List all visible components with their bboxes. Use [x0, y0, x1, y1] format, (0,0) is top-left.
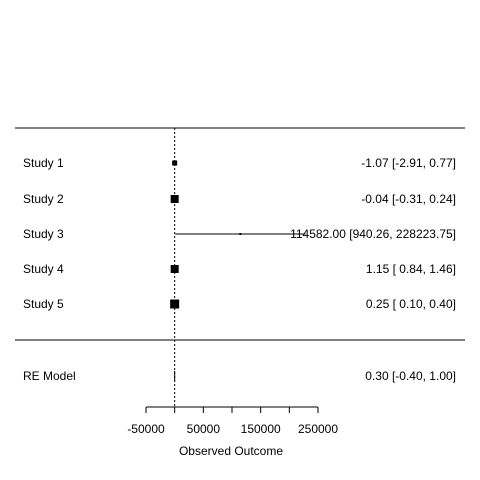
study-row: Study 4 1.15 [ 0.84, 1.46] — [23, 262, 456, 276]
study-row: Study 2 -0.04 [-0.31, 0.24] — [23, 192, 456, 206]
study-row: Study 5 0.25 [ 0.10, 0.40] — [23, 297, 456, 311]
estimate-ci-text: 0.25 [ 0.10, 0.40] — [366, 297, 456, 311]
x-tick-label: 250000 — [298, 422, 338, 436]
study-row: Study 3 114582.00 [940.26, 228223.75] — [23, 227, 456, 241]
study-label: Study 1 — [23, 156, 64, 170]
x-axis: -50000 50000 150000 250000 — [127, 406, 338, 436]
x-tick-label: 50000 — [187, 422, 221, 436]
study-row: Study 1 -1.07 [-2.91, 0.77] — [23, 156, 456, 170]
estimate-ci-text: -1.07 [-2.91, 0.77] — [361, 156, 456, 170]
estimate-ci-text: 114582.00 [940.26, 228223.75] — [290, 227, 456, 241]
estimate-box — [172, 160, 178, 166]
study-label: Study 5 — [23, 297, 64, 311]
summary-row: RE Model 0.30 [-0.40, 1.00] — [23, 369, 456, 383]
x-axis-label: Observed Outcome — [179, 444, 283, 458]
summary-label: RE Model — [23, 369, 76, 383]
study-label: Study 4 — [23, 262, 64, 276]
study-label: Study 2 — [23, 192, 64, 206]
estimate-box — [170, 195, 179, 203]
estimate-box — [170, 299, 180, 309]
estimate-ci-text: -0.04 [-0.31, 0.24] — [361, 192, 456, 206]
study-rows: Study 1 -1.07 [-2.91, 0.77] Study 2 -0.04 [… — [23, 156, 456, 311]
x-tick-label: 150000 — [241, 422, 281, 436]
summary-estimate-text: 0.30 [-0.40, 1.00] — [365, 369, 456, 383]
estimate-box — [170, 265, 179, 273]
study-label: Study 3 — [23, 227, 64, 241]
estimate-ci-text: 1.15 [ 0.84, 1.46] — [366, 262, 456, 276]
estimate-box — [239, 233, 242, 235]
x-tick-label: -50000 — [127, 422, 165, 436]
